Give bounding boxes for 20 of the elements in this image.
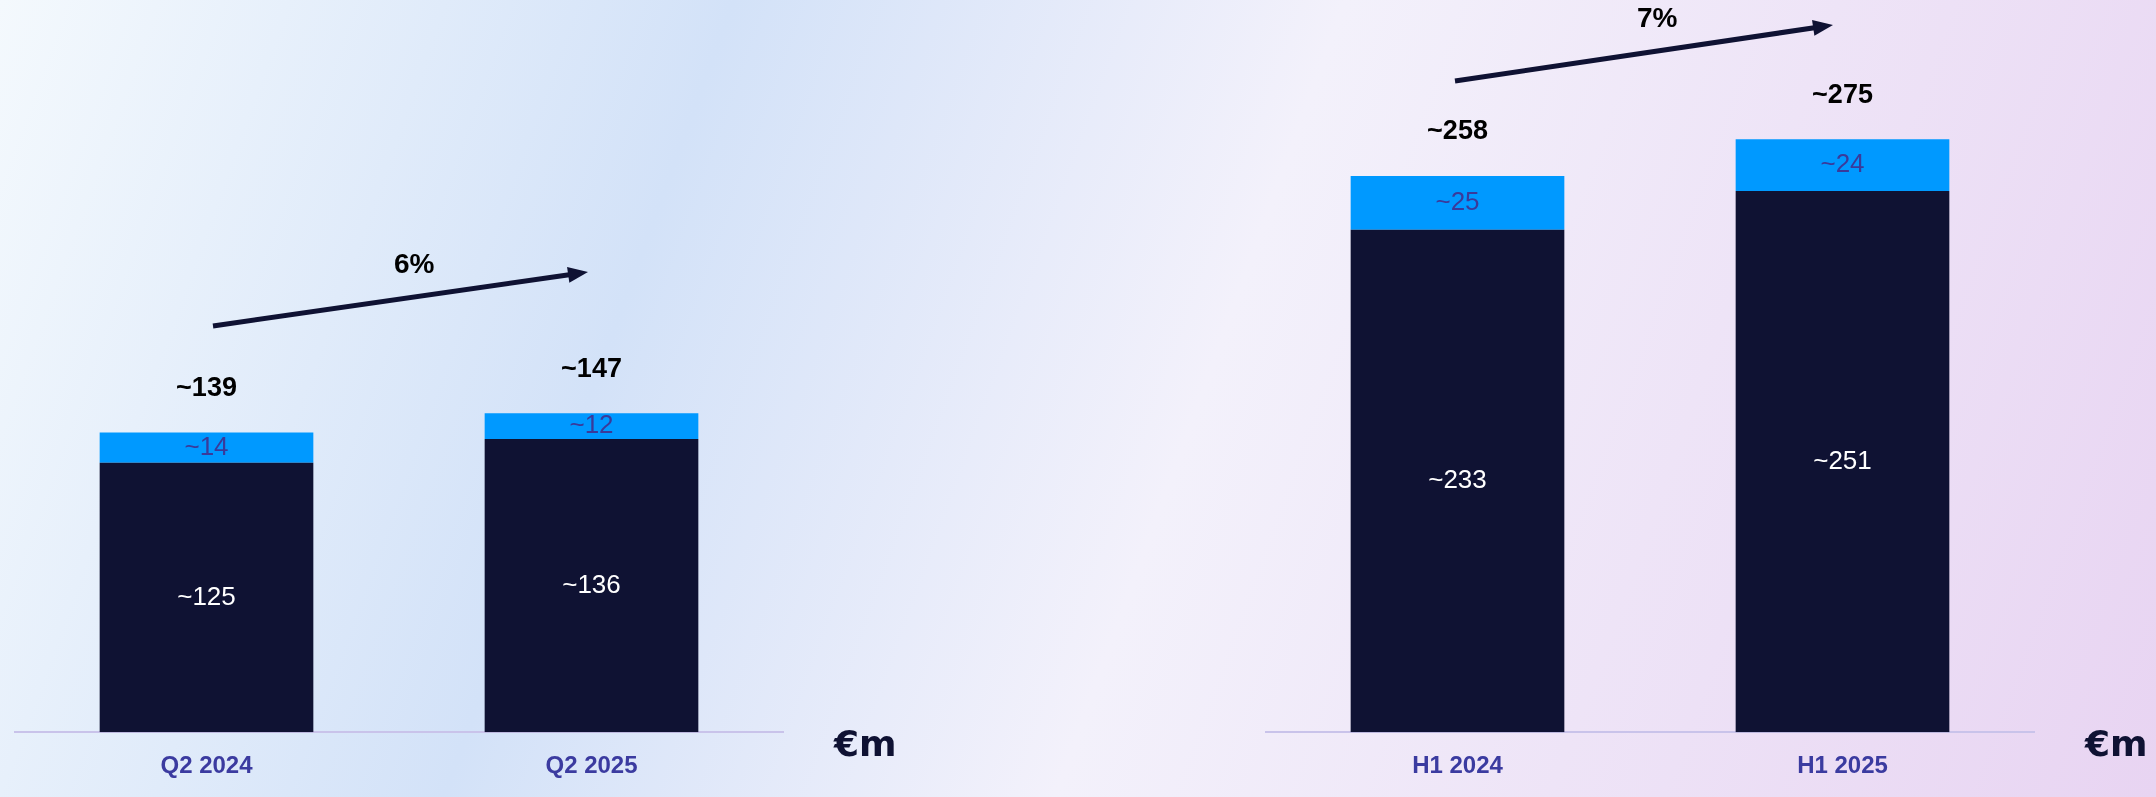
x-tick-label: Q2 2025: [545, 751, 638, 779]
data-label: ~12: [569, 409, 614, 440]
data-label: ~24: [1820, 148, 1865, 179]
x-tick-label: H1 2024: [1412, 751, 1504, 779]
data-label: ~233: [1428, 464, 1487, 495]
data-label: ~14: [184, 430, 229, 461]
text: 6%: [394, 248, 435, 280]
data-label: ~136: [562, 568, 621, 599]
data-label: ~125: [177, 580, 236, 611]
data-label: ~25: [1435, 186, 1480, 217]
y-axis-title: €m: [834, 723, 897, 764]
x-tick-label: Q2 2024: [160, 751, 254, 779]
text: 7%: [1637, 2, 1678, 34]
total-label: ~258: [1427, 115, 1488, 146]
data-label: ~251: [1813, 444, 1872, 475]
y-axis-title: €m: [2085, 723, 2148, 764]
total-label: ~139: [176, 371, 237, 402]
total-label: ~147: [561, 352, 622, 383]
total-label: ~275: [1812, 78, 1873, 109]
x-tick-label: H1 2025: [1797, 751, 1888, 779]
